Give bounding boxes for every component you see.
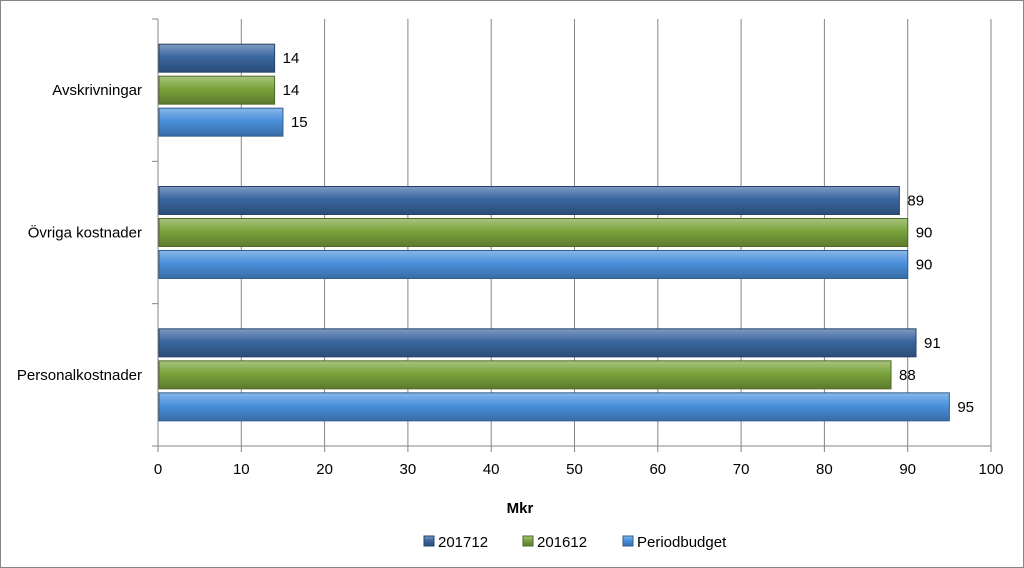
data-label: 15 <box>291 114 308 131</box>
x-axis-title: Mkr <box>507 500 534 517</box>
category-label: Personalkostnader <box>17 367 142 384</box>
x-tick-label: 10 <box>233 461 250 478</box>
x-tick-label: 100 <box>978 461 1003 478</box>
bar-periodbudget <box>158 392 950 422</box>
data-label: 95 <box>957 399 974 416</box>
data-label: 91 <box>924 335 941 352</box>
legend-swatch <box>522 535 534 547</box>
x-tick-label: 30 <box>400 461 417 478</box>
x-tick-label: 0 <box>154 461 162 478</box>
data-label: 88 <box>899 367 916 384</box>
legend-swatch <box>423 535 435 547</box>
category-label: Avskrivningar <box>52 82 142 99</box>
data-label: 90 <box>916 257 933 274</box>
legend-label: 201612 <box>537 534 587 551</box>
bar-periodbudget <box>158 250 909 279</box>
x-tick-label: 60 <box>649 461 666 478</box>
x-tick-label: 80 <box>816 461 833 478</box>
legend-swatch <box>622 535 634 547</box>
bar-201612 <box>158 360 892 390</box>
x-tick-label: 20 <box>316 461 333 478</box>
x-tick-label: 90 <box>899 461 916 478</box>
category-label: Övriga kostnader <box>28 224 142 242</box>
legend-item: Periodbudget <box>622 534 727 551</box>
data-label: 89 <box>907 193 924 210</box>
bar-201612 <box>158 218 909 247</box>
data-label: 14 <box>283 50 300 67</box>
axes: 0 10 20 30 40 50 60 70 80 90 100 Avskrivningar Övrig… <box>17 18 1004 478</box>
legend-label: Periodbudget <box>637 534 727 551</box>
data-label: 90 <box>916 225 933 242</box>
bar-201712 <box>158 43 276 73</box>
x-tick-label: 40 <box>483 461 500 478</box>
bar-201712 <box>158 186 900 215</box>
legend-item: 201712 <box>423 534 488 551</box>
legend: 201712 201612 Periodbudget <box>423 534 727 551</box>
data-labels: 14 14 15 89 90 90 91 88 95 <box>283 50 974 416</box>
x-tick-label: 50 <box>566 461 583 478</box>
bar-201612 <box>158 75 276 105</box>
legend-item: 201612 <box>522 534 587 551</box>
bars <box>158 43 950 422</box>
data-label: 14 <box>283 82 300 99</box>
bar-periodbudget <box>158 107 284 137</box>
x-tick-label: 70 <box>733 461 750 478</box>
legend-label: 201712 <box>438 534 488 551</box>
bar-201712 <box>158 328 917 358</box>
